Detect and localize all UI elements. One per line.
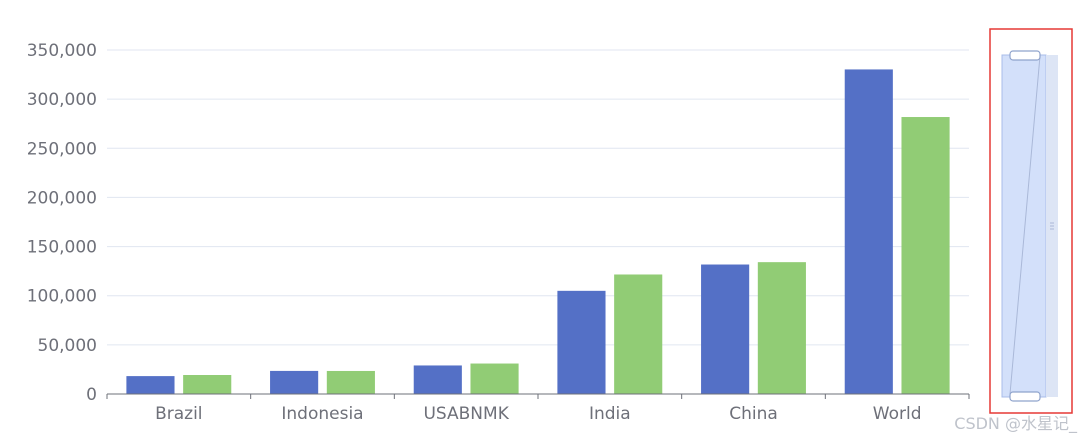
data-zoom-move-grip-icon[interactable] bbox=[1050, 222, 1054, 230]
y-tick-label: 50,000 bbox=[38, 336, 97, 356]
bar-india-series-2[interactable] bbox=[614, 274, 663, 394]
x-tick-label: Brazil bbox=[155, 404, 202, 424]
bar-indonesia-series-1[interactable] bbox=[270, 370, 319, 394]
data-zoom-top-handle[interactable] bbox=[1009, 50, 1041, 61]
data-zoom-selected-range[interactable] bbox=[1001, 54, 1047, 398]
x-tick-label: China bbox=[729, 404, 778, 424]
data-zoom-highlight-frame bbox=[989, 28, 1073, 414]
y-tick-label: 0 bbox=[86, 385, 97, 405]
x-axis: Brazil Indonesia USABNMK India China World bbox=[106, 393, 970, 424]
bar-china-series-2[interactable] bbox=[757, 262, 806, 394]
data-zoom-bottom-handle[interactable] bbox=[1009, 391, 1041, 402]
bars bbox=[126, 69, 950, 394]
data-zoom-shadow-line bbox=[1009, 55, 1041, 395]
grid-lines bbox=[107, 49, 969, 346]
bar-world-series-2[interactable] bbox=[901, 117, 950, 394]
x-tick-label: USABNMK bbox=[423, 404, 509, 424]
y-tick-label: 100,000 bbox=[27, 287, 97, 307]
watermark: CSDN @水星记_ bbox=[954, 414, 1077, 433]
bar-brazil-series-2[interactable] bbox=[183, 375, 232, 394]
bar-world-series-1[interactable] bbox=[844, 69, 893, 394]
bar-china-series-1[interactable] bbox=[701, 264, 750, 394]
y-tick-label: 300,000 bbox=[27, 90, 97, 110]
bar-india-series-1[interactable] bbox=[557, 290, 606, 394]
y-axis: 0 50,000 100,000 150,000 200,000 250,000 300,0… bbox=[27, 41, 97, 405]
bar-usabnmk-series-2[interactable] bbox=[470, 363, 519, 394]
x-tick-label: Indonesia bbox=[281, 404, 363, 424]
bar-indonesia-series-2[interactable] bbox=[326, 370, 375, 394]
x-tick-label: India bbox=[589, 404, 631, 424]
x-tick-label: World bbox=[873, 404, 922, 424]
y-tick-label: 150,000 bbox=[27, 238, 97, 258]
y-tick-label: 200,000 bbox=[27, 188, 97, 208]
bar-brazil-series-1[interactable] bbox=[126, 376, 175, 394]
bar-usabnmk-series-1[interactable] bbox=[413, 365, 462, 394]
y-tick-label: 350,000 bbox=[27, 41, 97, 61]
data-zoom-slider[interactable] bbox=[989, 28, 1073, 414]
y-tick-label: 250,000 bbox=[27, 139, 97, 159]
